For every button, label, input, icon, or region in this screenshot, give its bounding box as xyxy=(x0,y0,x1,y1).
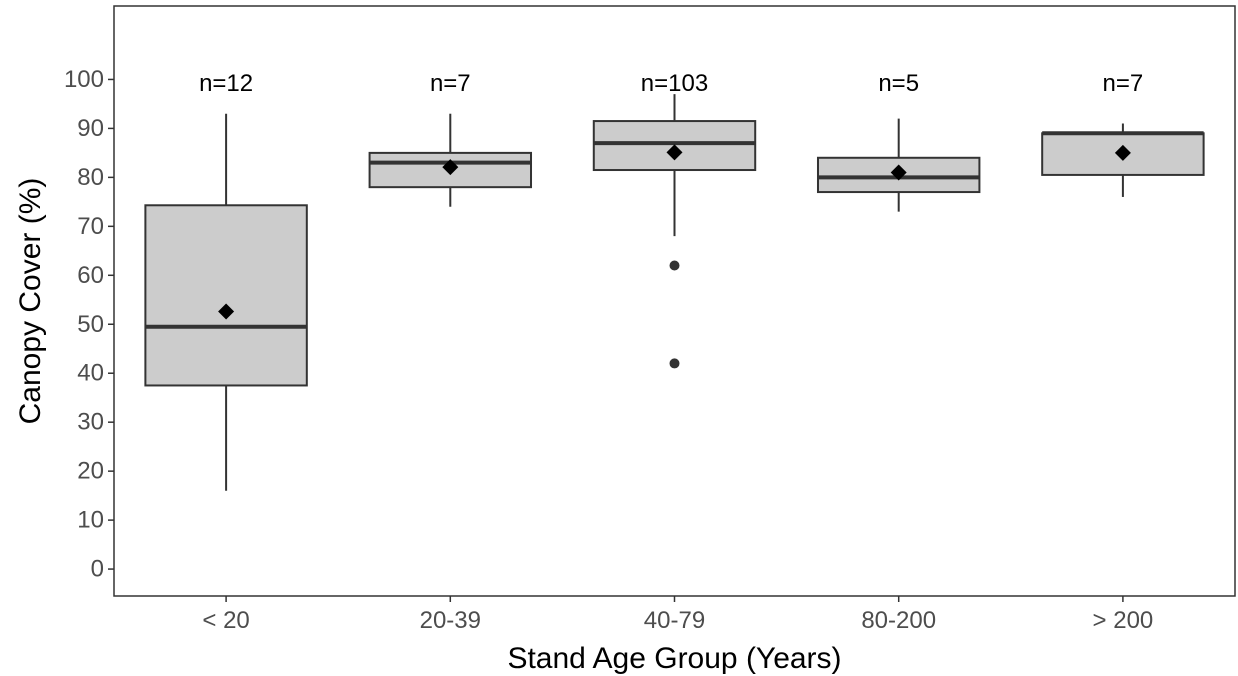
n-label: n=12 xyxy=(199,70,253,97)
y-tick-label: 20 xyxy=(77,458,104,485)
n-label: n=103 xyxy=(641,70,708,97)
y-tick-label: 10 xyxy=(77,507,104,534)
mean-marker xyxy=(666,144,683,161)
box-group: n=7 xyxy=(368,70,533,207)
mean-marker xyxy=(218,303,235,320)
y-tick-label: 60 xyxy=(77,262,104,289)
y-axis: 0 10 20 30 40 50 60 70 80 90 100 xyxy=(64,66,114,583)
y-tick-label: 90 xyxy=(77,115,104,142)
y-tick-label: 30 xyxy=(77,409,104,436)
x-tick-label: 80-200 xyxy=(861,607,936,634)
outlier-point xyxy=(669,260,680,271)
y-tick-label: 40 xyxy=(77,360,104,387)
box-group: n=7 xyxy=(1041,70,1205,197)
mean-marker xyxy=(890,164,907,181)
y-axis-title: Canopy Cover (%) xyxy=(14,178,47,425)
y-tick-label: 50 xyxy=(77,311,104,338)
box xyxy=(144,204,308,387)
mean-marker xyxy=(442,159,459,176)
y-tick-label: 80 xyxy=(77,164,104,191)
x-tick-label: 20-39 xyxy=(420,607,481,634)
x-axis-title: Stand Age Group (Years) xyxy=(507,642,841,675)
x-tick-label: > 200 xyxy=(1093,607,1154,634)
plot-area: n=12 n=7 n=103 n=5 n=7 xyxy=(144,70,1205,491)
y-tick-label: 0 xyxy=(91,556,104,583)
n-label: n=5 xyxy=(878,70,919,97)
box-group: n=12 xyxy=(144,70,308,491)
box-group: n=5 xyxy=(816,70,981,212)
x-tick-label: 40-79 xyxy=(644,607,705,634)
n-label: n=7 xyxy=(1103,70,1144,97)
y-tick-label: 70 xyxy=(77,213,104,240)
n-label: n=7 xyxy=(430,70,471,97)
y-tick-label: 100 xyxy=(64,66,104,93)
mean-marker xyxy=(1114,144,1131,161)
box-group: n=103 xyxy=(592,70,757,369)
outlier-point xyxy=(669,358,680,369)
x-tick-label: < 20 xyxy=(202,607,249,634)
x-axis: < 20 20-39 40-79 80-200 > 200 xyxy=(202,596,1153,634)
